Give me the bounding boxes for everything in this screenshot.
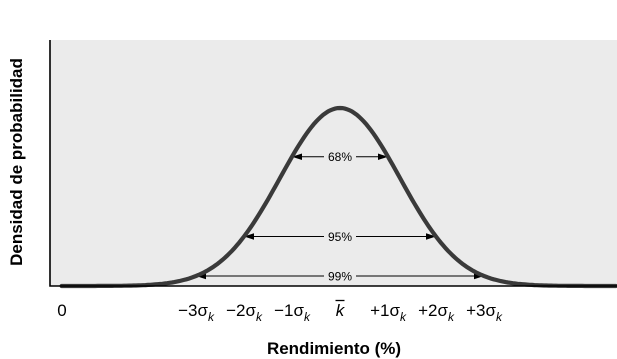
- x-tick-label: −1σk: [274, 301, 311, 324]
- interval-label-bg: [324, 229, 356, 244]
- x-tick-labels: 0 −3σk −2σk −1σk k +1σk +2σk +3σk: [57, 299, 503, 324]
- interval-label-bg: [324, 149, 356, 164]
- interval-95%: 95%: [244, 229, 436, 244]
- normal-curve: [59, 105, 617, 289]
- axes: [49, 40, 617, 287]
- x-tick-label: −2σk: [226, 301, 263, 324]
- x-tick-label: k: [336, 301, 346, 320]
- x-tick-label: 0: [57, 301, 66, 320]
- interval-label: 95%: [328, 230, 352, 244]
- arrow-left: [244, 233, 254, 240]
- interval-99%: 99%: [196, 269, 484, 283]
- arrow-right: [378, 153, 388, 160]
- x-tick-label: +3σk: [466, 301, 503, 324]
- x-tick-label: −3σk: [178, 301, 215, 324]
- x-tick-label: +1σk: [370, 301, 407, 324]
- interval-label: 68%: [328, 150, 352, 164]
- arrow-left: [292, 153, 302, 160]
- y-axis-title: Densidad de probabilidad: [7, 58, 26, 266]
- interval-label-bg: [324, 269, 356, 284]
- interval-label: 99%: [328, 269, 352, 283]
- x-axis-title: Rendimiento (%): [267, 339, 401, 358]
- interval-bands: 68% 95% 99%: [196, 149, 484, 283]
- arrow-right: [426, 233, 436, 240]
- x-tick-label: +2σk: [418, 301, 455, 324]
- interval-68%: 68%: [292, 149, 388, 164]
